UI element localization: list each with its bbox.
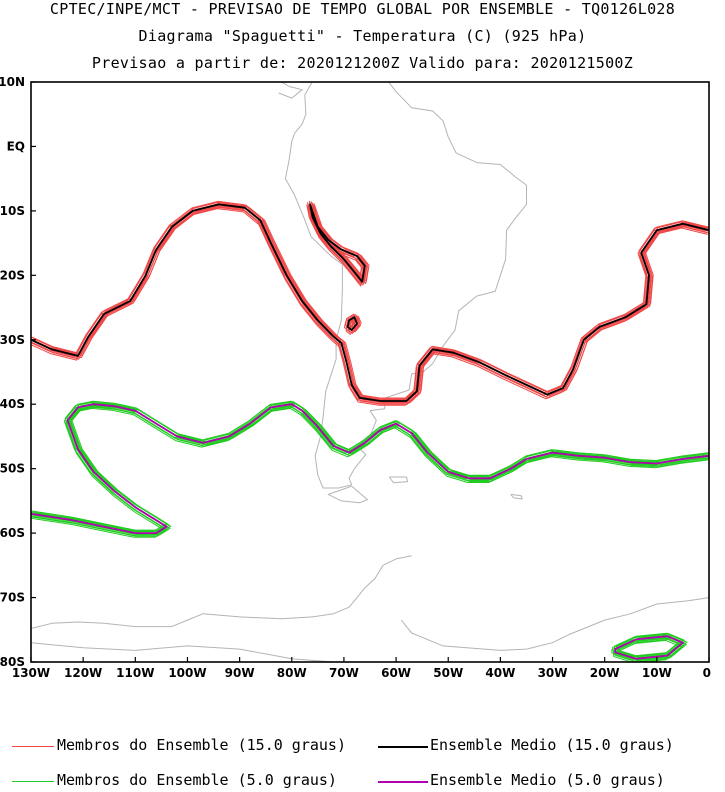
lon-label-0: 0: [703, 666, 711, 680]
lat-label-60S: 60S: [0, 526, 25, 540]
legend-member-5-label: Membros do Ensemble (5.0 graus): [57, 771, 337, 789]
contour-15-blob-mean: [346, 316, 358, 332]
map-frame: [30, 81, 710, 663]
coastline-central-america: [278, 82, 303, 99]
coastline-south-georgia: [510, 493, 523, 500]
legend-mean-15-label: Ensemble Medio (15.0 graus): [430, 736, 674, 754]
legend-mean-5-label: Ensemble Medio (5.0 graus): [430, 771, 665, 789]
contour-15-blob-member-11: [345, 320, 357, 335]
contour-15-peru-member-11: [308, 208, 364, 287]
lat-label-30S: 30S: [0, 333, 25, 347]
coastline-south-america: [285, 82, 527, 489]
lat-label-40S: 40S: [0, 397, 25, 411]
coastline-falklands: [388, 476, 409, 484]
lon-label-130W: 130W: [12, 666, 50, 680]
lon-label-110W: 110W: [116, 666, 154, 680]
contour-5-main-mean: [31, 403, 709, 534]
lon-label-40W: 40W: [485, 666, 515, 680]
lat-label-20S: 20S: [0, 268, 25, 282]
contour-15-peru-member-12: [313, 203, 370, 282]
title-line-1: CPTEC/INPE/MCT - PREVISAO DE TEMPO GLOBA…: [49, 0, 676, 18]
legend-member-15-swatch: [12, 746, 54, 747]
lat-label-70S: 70S: [0, 591, 25, 605]
lat-label-10S: 10S: [0, 204, 25, 218]
coastline-antarctic-peninsula: [31, 555, 412, 629]
lat-label-EQ: EQ: [7, 139, 25, 153]
legend-member-5-swatch: [12, 781, 54, 782]
lon-label-90W: 90W: [225, 666, 255, 680]
lon-label-120W: 120W: [64, 666, 102, 680]
contour-5-antarctic-mean: [614, 635, 684, 660]
contour-15-blob-member-12: [351, 316, 362, 331]
contour-15-main-mean: [31, 203, 709, 402]
lon-label-10W: 10W: [642, 666, 672, 680]
contour-15-peru-mean: [309, 203, 366, 283]
lon-label-80W: 80W: [277, 666, 307, 680]
coastline-weddell-coast: [400, 597, 709, 651]
lon-label-60W: 60W: [381, 666, 411, 680]
spaghetti-map: 10N EQ 10S 20S 30S 40S 50S 60S 70S 80S 130W 120W 11…: [0, 75, 711, 680]
coastline-tierra-del-fuego: [327, 485, 368, 504]
legend-mean-5-swatch: [378, 781, 428, 783]
legend-mean-15-swatch: [378, 746, 428, 748]
latitude-axis: 10N EQ 10S 20S 30S 40S 50S 60S 70S 80S: [0, 75, 36, 669]
title-line-3: Previsao a partir de: 2020121200Z Valido…: [91, 54, 634, 72]
lat-label-80S: 80S: [0, 655, 25, 669]
contour-15-main-member-12: [34, 203, 709, 402]
longitude-axis: 130W 120W 110W 100W 90W 80W 70W 60W 50W 40W 30W 20W…: [12, 657, 711, 680]
lat-label-10N: 10N: [0, 75, 25, 89]
lon-label-20W: 20W: [590, 666, 620, 680]
lon-label-50W: 50W: [433, 666, 463, 680]
contour-5-antarctic-member-6: [615, 638, 685, 662]
spaghetti-map-panel: 10N EQ 10S 20S 30S 40S 50S 60S 70S 80S 130W 120W 11…: [0, 75, 711, 680]
lat-label-50S: 50S: [0, 462, 25, 476]
map-background: [31, 82, 709, 662]
lon-label-100W: 100W: [168, 666, 206, 680]
legend-member-15-label: Membros do Ensemble (15.0 graus): [57, 736, 346, 754]
lon-label-70W: 70W: [329, 666, 359, 680]
contour-layer: [31, 200, 709, 662]
lon-label-30W: 30W: [538, 666, 568, 680]
title-line-2: Diagrama "Spaguetti" - Temperatura (C) (…: [138, 27, 587, 45]
